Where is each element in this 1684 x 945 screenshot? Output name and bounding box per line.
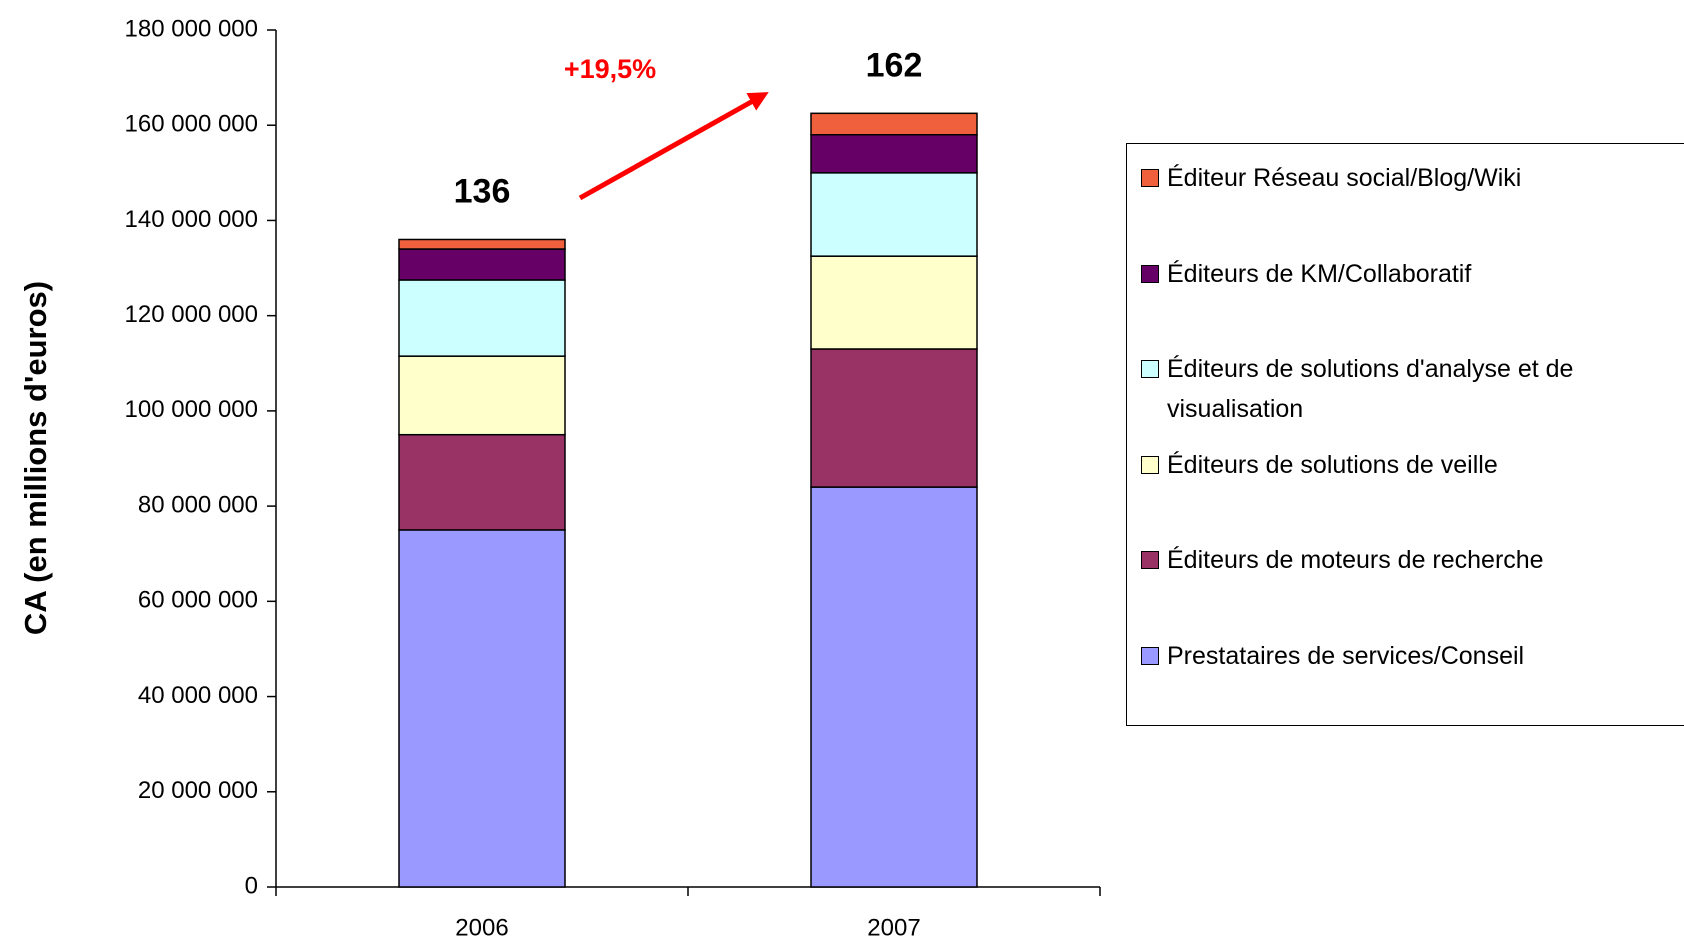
legend-label: Éditeur Réseau social/Blog/Wiki bbox=[1167, 164, 1522, 192]
legend-swatch bbox=[1141, 169, 1159, 187]
legend-swatch bbox=[1141, 455, 1159, 474]
bar-segment bbox=[398, 248, 566, 281]
legend-label: Éditeurs de solutions de veille bbox=[1167, 450, 1498, 479]
legend-item: Éditeurs de moteurs de recherche bbox=[1141, 540, 1676, 580]
growth-arrow bbox=[578, 92, 769, 201]
total-label: 136 bbox=[454, 172, 511, 210]
legend-swatch bbox=[1141, 264, 1159, 283]
bar-segment bbox=[810, 133, 978, 174]
legend-item: Éditeurs de solutions d'analyse et de vi… bbox=[1141, 349, 1676, 429]
bar-segment bbox=[810, 348, 978, 488]
x-tick-label: 2007 bbox=[867, 914, 920, 941]
y-tick-label: 120 000 000 bbox=[125, 301, 258, 328]
bar-segment bbox=[810, 172, 978, 257]
y-tick-label: 180 000 000 bbox=[125, 15, 258, 42]
legend: Éditeur Réseau social/Blog/Wiki Éditeurs … bbox=[1126, 143, 1684, 726]
bar-segment bbox=[810, 255, 978, 350]
total-label: 162 bbox=[866, 46, 923, 84]
bar-segment bbox=[398, 355, 566, 436]
y-tick-label: 140 000 000 bbox=[125, 206, 258, 233]
legend-swatch bbox=[1141, 646, 1159, 665]
legend-item: Éditeur Réseau social/Blog/Wiki bbox=[1141, 158, 1676, 198]
legend-swatch bbox=[1141, 551, 1159, 569]
y-tick-label: 160 000 000 bbox=[125, 111, 258, 138]
y-tick-label: 40 000 000 bbox=[138, 682, 258, 709]
growth-annotation: +19,5% bbox=[564, 54, 656, 84]
legend-item: Prestataires de services/Conseil bbox=[1141, 636, 1676, 676]
bar-segment bbox=[398, 279, 566, 357]
y-tick-label: 0 bbox=[245, 872, 258, 899]
legend-label: Prestataires de services/Conseil bbox=[1167, 641, 1525, 670]
y-tick-label: 100 000 000 bbox=[125, 396, 258, 423]
y-tick-label: 20 000 000 bbox=[138, 777, 258, 804]
x-tick-label: 2006 bbox=[455, 914, 508, 941]
legend-item: Éditeurs de KM/Collaboratif bbox=[1141, 254, 1676, 294]
y-axis-label: CA (en millions d'euros) bbox=[18, 281, 53, 635]
bar-segment bbox=[810, 486, 978, 888]
bar-segment bbox=[810, 112, 978, 136]
y-tick-label: 60 000 000 bbox=[138, 587, 258, 614]
legend-label: Éditeurs de KM/Collaboratif bbox=[1167, 259, 1472, 288]
bar-segment bbox=[398, 529, 566, 888]
bar-segment bbox=[398, 238, 566, 250]
legend-item: Éditeurs de solutions de veille bbox=[1141, 445, 1676, 485]
bar-segment bbox=[398, 433, 566, 531]
legend-swatch bbox=[1141, 360, 1159, 378]
legend-label: Éditeurs de moteurs de recherche bbox=[1167, 546, 1544, 574]
legend-label: Éditeurs de solutions d'analyse et de vi… bbox=[1167, 355, 1574, 423]
y-tick-label: 80 000 000 bbox=[138, 491, 258, 518]
